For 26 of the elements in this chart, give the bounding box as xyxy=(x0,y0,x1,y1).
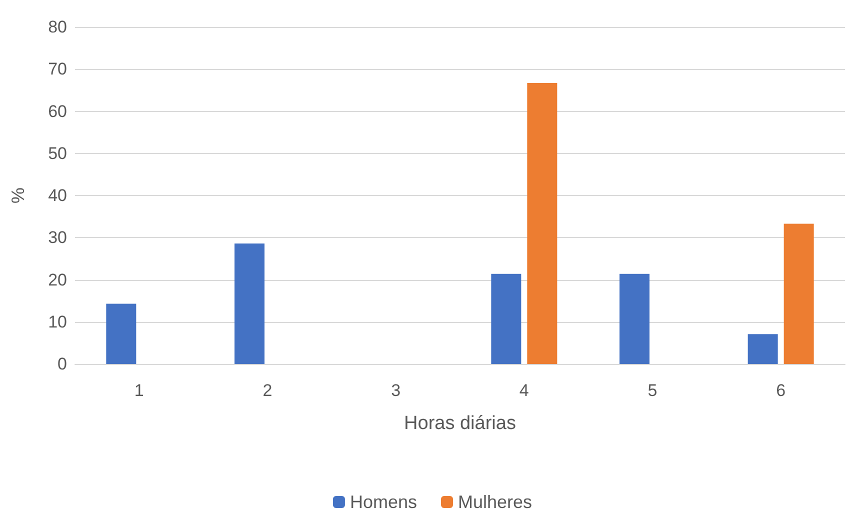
legend-label: Homens xyxy=(350,492,418,512)
bar xyxy=(491,274,522,364)
bar xyxy=(527,83,558,364)
y-tick-label: 40 xyxy=(48,186,67,205)
y-tick-label: 0 xyxy=(58,354,67,374)
x-tick-label: 1 xyxy=(134,381,144,400)
bar xyxy=(106,304,136,364)
bar xyxy=(748,334,778,364)
x-axis-title: Horas diárias xyxy=(404,413,516,434)
y-tick-label: 70 xyxy=(48,60,67,79)
y-tick-label: 30 xyxy=(48,228,67,248)
x-tick-label: 3 xyxy=(391,381,401,400)
x-tick-label: 2 xyxy=(262,381,272,400)
y-tick-label: 50 xyxy=(48,144,67,163)
bar xyxy=(234,244,264,364)
bar xyxy=(620,274,650,364)
y-tick-label: 80 xyxy=(48,18,67,36)
x-tick-label: 6 xyxy=(776,381,786,400)
x-tick-label: 5 xyxy=(648,381,658,400)
y-tick-label: 60 xyxy=(48,102,67,121)
y-tick-label: 20 xyxy=(48,270,67,290)
y-tick-label: 10 xyxy=(48,312,67,332)
x-tick-label: 4 xyxy=(519,381,529,400)
legend-label: Mulheres xyxy=(458,492,532,512)
y-axis-title: % xyxy=(8,187,28,204)
bar xyxy=(784,224,814,364)
